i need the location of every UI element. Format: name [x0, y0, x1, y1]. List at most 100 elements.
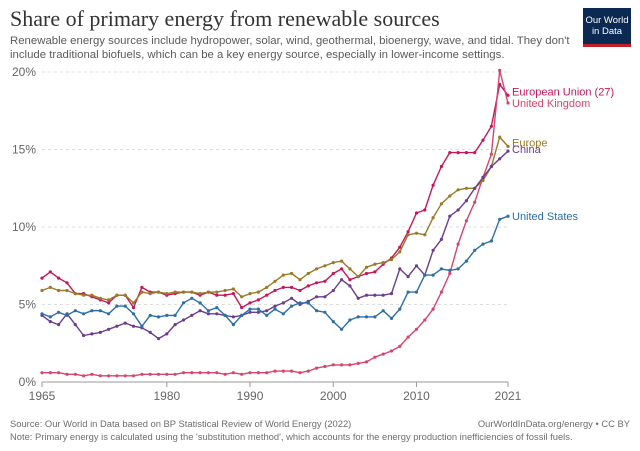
data-point [156, 372, 161, 376]
data-point [140, 285, 144, 289]
data-point [364, 315, 369, 319]
data-point [273, 288, 277, 293]
data-point [223, 372, 227, 376]
data-point [431, 183, 435, 187]
data-point [381, 352, 385, 356]
data-point [498, 157, 502, 161]
data-point [423, 233, 427, 237]
data-point [198, 309, 202, 313]
data-point [489, 164, 493, 169]
data-point [389, 349, 394, 353]
data-point [240, 295, 244, 299]
data-point [315, 281, 319, 285]
data-point [331, 271, 335, 276]
url-license-link[interactable]: OurWorldInData.org/energy • CC BY [477, 418, 630, 429]
data-point [140, 324, 144, 328]
data-point [73, 309, 77, 313]
data-point [498, 68, 502, 72]
data-point [231, 292, 235, 296]
data-point [398, 307, 402, 311]
data-point [123, 293, 127, 297]
data-point [364, 293, 369, 297]
data-point [481, 178, 485, 183]
data-point [406, 275, 410, 279]
data-point [464, 151, 468, 155]
x-tick-label: 2000 [320, 389, 347, 403]
data-point [265, 313, 269, 317]
data-point [148, 330, 152, 334]
data-point [340, 278, 344, 282]
data-point [98, 330, 102, 334]
series-label-layer: European Union (27)United Kingdom EuropeC… [512, 86, 614, 223]
data-point [90, 372, 94, 376]
data-point [464, 186, 468, 190]
data-point [73, 372, 77, 376]
axis-layer: 0% 5% 10% 15% 20% 1965 1980 1990 2000 2010 2021 [12, 65, 522, 403]
data-point [223, 293, 227, 297]
data-point [448, 194, 452, 198]
data-point [48, 270, 52, 274]
x-tick-label: 1990 [237, 389, 264, 403]
data-point [156, 337, 161, 341]
data-point [40, 288, 44, 293]
data-point [248, 371, 252, 375]
data-point [489, 239, 493, 243]
data-point [414, 231, 419, 235]
data-point [206, 290, 210, 294]
data-point [48, 320, 52, 324]
data-point [456, 242, 460, 246]
series-line [42, 69, 509, 377]
data-point [173, 323, 177, 327]
data-point [364, 271, 369, 276]
data-point [298, 278, 302, 282]
data-point [456, 188, 460, 192]
data-point [298, 371, 302, 375]
data-point [506, 93, 510, 97]
data-point [165, 332, 169, 336]
data-point [190, 371, 194, 375]
data-point [265, 285, 269, 289]
data-point [65, 281, 69, 285]
data-point [406, 290, 410, 294]
x-tick-label: 1965 [29, 389, 56, 403]
data-point [198, 292, 202, 296]
data-point [439, 237, 443, 241]
data-point [406, 335, 410, 339]
data-point [356, 315, 360, 319]
data-point [373, 262, 377, 266]
y-tick-label: 20% [12, 65, 36, 79]
data-point [57, 288, 61, 293]
data-point [82, 293, 86, 297]
data-point [115, 374, 119, 378]
y-tick-label: 15% [12, 143, 36, 157]
data-point [256, 310, 260, 314]
data-point [240, 372, 244, 376]
data-point [414, 264, 419, 268]
data-point [40, 276, 44, 280]
data-point [131, 374, 136, 378]
data-point [306, 369, 310, 373]
data-point [506, 214, 510, 218]
data-point [498, 135, 502, 139]
data-point [98, 309, 102, 313]
data-point [298, 288, 302, 293]
data-point [90, 332, 94, 336]
grid-layer [42, 71, 508, 383]
series-label: Europe [512, 137, 547, 149]
data-point [107, 301, 111, 305]
data-point [481, 175, 485, 179]
data-point [173, 290, 177, 294]
source-text: Source: Our World in Data based on BP St… [10, 418, 352, 429]
data-point [348, 284, 352, 288]
data-point [131, 306, 136, 310]
data-point [48, 371, 52, 375]
data-point [414, 290, 419, 294]
data-point [173, 313, 177, 317]
owid-logo[interactable]: Our World in Data [583, 8, 631, 47]
x-tick-label: 1980 [153, 389, 180, 403]
data-point [364, 265, 369, 269]
data-point [248, 307, 252, 311]
data-point [373, 315, 377, 319]
data-point [115, 304, 119, 308]
data-point [215, 306, 219, 310]
